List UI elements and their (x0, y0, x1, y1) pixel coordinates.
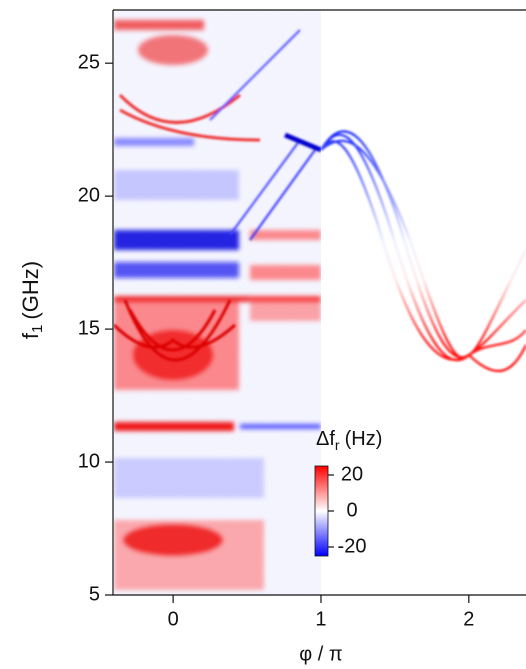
x-tick-label: 0 (168, 608, 179, 630)
y-tick-label: 25 (78, 51, 100, 73)
colorbar-tick-label: -20 (338, 535, 367, 557)
y-tick-label: 5 (89, 583, 100, 605)
measured-map (114, 10, 321, 595)
colorbar-tick-label: 20 (341, 463, 363, 485)
colorbar-label-sub: r (335, 437, 340, 453)
colorbar-label-unit: (Hz) (345, 428, 383, 450)
y-tick-label: 15 (78, 317, 100, 339)
x-axis-label: φ / π (299, 643, 342, 665)
colorbar-label-main: Δf (316, 428, 335, 450)
y-tick-label: 10 (78, 450, 100, 472)
x-tick-label: 2 (463, 608, 474, 630)
y-axis-label-sub: 1 (29, 325, 46, 333)
y-axis-label-unit: (GHz) (18, 261, 43, 320)
y-tick-label: 20 (78, 184, 100, 206)
x-tick-label: 1 (315, 608, 326, 630)
colorbar-tick-label: 0 (346, 499, 357, 521)
y-axis-label-main: f (18, 332, 43, 339)
theory-curves (320, 130, 526, 373)
colorbar (314, 465, 329, 557)
colorbar-label: Δfr (Hz) (316, 428, 382, 452)
y-axis-label: f1 (GHz) (18, 261, 46, 339)
